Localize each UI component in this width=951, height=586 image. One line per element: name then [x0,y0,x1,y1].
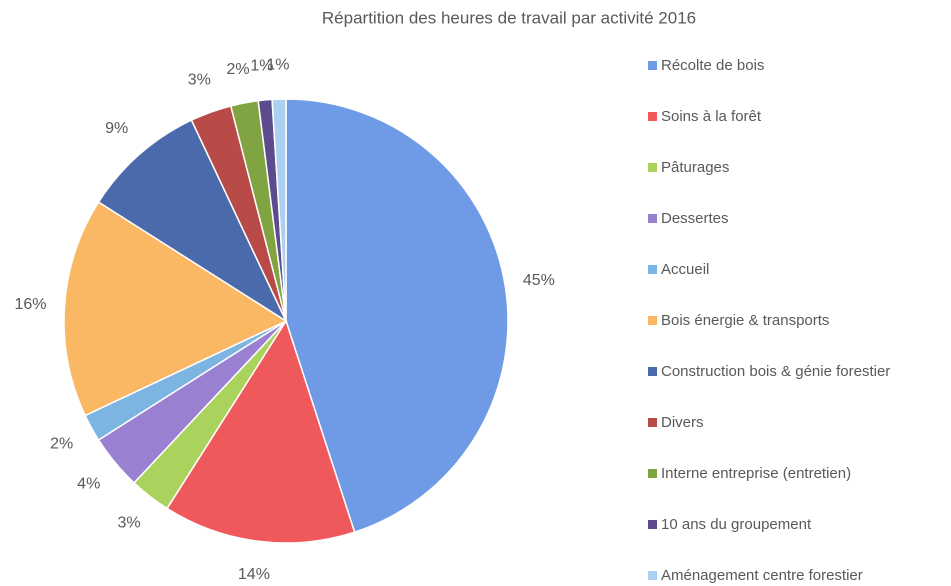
legend-label: Récolte de bois [661,57,764,74]
pie-slice [166,319,356,544]
legend-swatch [648,418,657,427]
data-label: 3% [118,514,141,531]
data-label: 1% [250,57,273,74]
legend-swatch [648,112,657,121]
legend-swatch [648,163,657,172]
data-label: 3% [188,71,211,88]
legend-swatch [648,316,657,325]
data-label: 2% [50,436,73,453]
legend-label: Soins à la forêt [661,108,762,125]
data-label: 45% [523,272,555,289]
legend-label: Pâturages [661,159,729,176]
pie-slice [285,98,509,534]
data-label: 4% [77,475,100,492]
pie-slice [271,98,287,322]
legend-swatch [648,571,657,580]
pie-slice [97,119,288,324]
legend-swatch [648,469,657,478]
legend-label: Construction bois & génie forestier [661,363,890,380]
data-label: 1% [266,56,289,73]
legend-label: Dessertes [661,210,729,227]
legend-label: Divers [661,414,704,431]
pie-slice [63,201,288,417]
data-label: 16% [14,296,46,313]
data-label: 9% [105,120,128,137]
chart-title: Répartition des heures de travail par ac… [322,8,696,27]
data-label: 14% [238,566,270,583]
legend-swatch [648,214,657,223]
legend-swatch [648,367,657,376]
legend-swatch [648,61,657,70]
legend-label: Accueil [661,261,709,278]
data-label: 2% [226,61,249,78]
legend-swatch [648,265,657,274]
legend-swatch [648,520,657,529]
legend-label: Aménagement centre forestier [661,567,863,584]
legend-label: Bois énergie & transports [661,312,829,329]
legend-label: 10 ans du groupement [661,516,812,533]
legend-label: Interne entreprise (entretien) [661,465,851,482]
